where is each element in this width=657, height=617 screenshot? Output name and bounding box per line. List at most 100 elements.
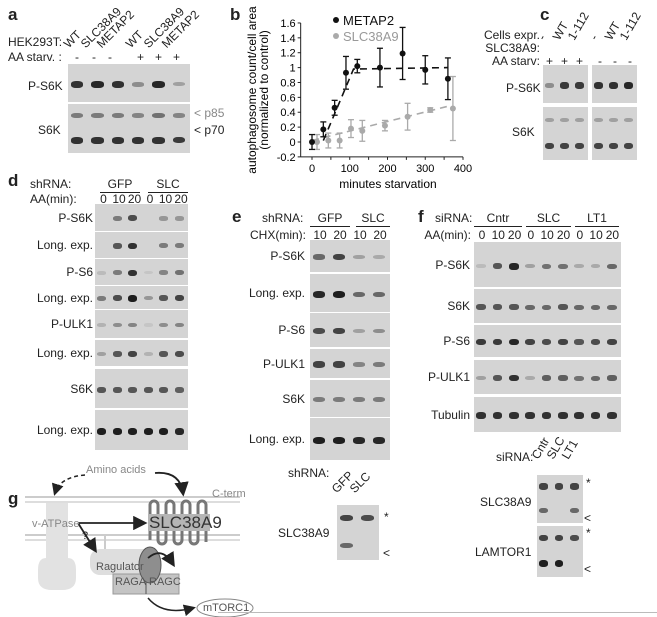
blot-band <box>624 82 633 89</box>
blot-row <box>95 310 188 338</box>
time-label: 20 <box>507 228 522 242</box>
blot-band <box>71 113 84 119</box>
panel-g-letter: g <box>8 489 19 508</box>
slc38a9-body <box>148 514 210 531</box>
blot-band <box>333 290 345 298</box>
blot-band <box>574 339 584 345</box>
blot-band <box>128 294 138 302</box>
blot-band <box>159 322 169 328</box>
x-tick-label: 300 <box>416 163 434 175</box>
blot-label: S6K <box>70 381 93 396</box>
blot-row <box>474 397 621 432</box>
blot-band <box>112 215 122 221</box>
blot-band <box>112 295 122 302</box>
x-axis-label: minutes starvation <box>339 177 436 191</box>
lamtor1-blot <box>537 526 583 577</box>
blot-band <box>112 350 122 357</box>
time-label: 0 <box>478 228 486 242</box>
blot-band <box>128 387 138 393</box>
blot-band <box>313 254 325 260</box>
time-label: 0 <box>576 228 584 242</box>
time-label: 20 <box>127 192 142 206</box>
y-tick-label: 0 <box>290 137 296 149</box>
blot-band <box>174 295 184 302</box>
data-point <box>444 75 451 82</box>
blot-band <box>476 412 486 420</box>
blot-band <box>607 412 617 420</box>
blot-band <box>558 375 568 381</box>
blot-band <box>313 361 325 368</box>
blot-band <box>607 263 617 269</box>
slc-label: SLC38A9: <box>485 41 540 55</box>
blot-band <box>541 339 552 346</box>
blot-band <box>333 397 345 403</box>
x-tick-label: 200 <box>378 163 396 175</box>
blot-band <box>525 264 535 269</box>
starv-sign: - <box>628 54 632 68</box>
blot-band <box>111 113 124 119</box>
blot-label: Tubulin <box>431 407 470 422</box>
blot-band <box>313 328 325 335</box>
blot-band <box>143 295 153 301</box>
time-label: 10 <box>313 228 327 242</box>
blot-band <box>373 291 385 298</box>
blot-band <box>607 375 617 381</box>
starv-sign: + <box>155 50 163 64</box>
blot-band <box>71 136 84 144</box>
blot-band <box>539 483 549 490</box>
blot-label: LAMTOR1 <box>475 545 532 559</box>
blot-band <box>159 216 169 221</box>
blot-row <box>95 340 188 366</box>
slc38a9-blot <box>537 475 583 523</box>
blot-band <box>560 82 569 89</box>
blot-band <box>112 242 122 249</box>
starv-sign: - <box>598 54 602 68</box>
blot-band <box>111 136 124 144</box>
group-label: SLC <box>361 211 385 225</box>
group-label: LT1 <box>587 211 607 225</box>
arrow <box>147 551 175 568</box>
data-point <box>404 113 411 120</box>
blot-band <box>132 113 145 119</box>
blot-band <box>91 81 104 88</box>
blot-band <box>128 322 138 328</box>
aa-min-label: AA(min): <box>30 192 77 206</box>
x-tick-label: 0 <box>309 163 315 175</box>
chx-label: CHX(min): <box>250 228 306 242</box>
blot-band <box>143 351 153 356</box>
starv-sign: - <box>613 54 617 68</box>
legend-label: METAP2 <box>343 13 394 28</box>
blot-band <box>143 323 153 327</box>
slc38a9-label: SLC38A9 <box>149 513 222 532</box>
blot-row <box>95 204 188 231</box>
blot-band <box>509 338 519 346</box>
arrow-marker: < <box>584 562 592 576</box>
starv-sign: + <box>137 50 145 64</box>
starv-sign: + <box>546 54 554 68</box>
blot-band <box>112 322 122 328</box>
blot-band <box>569 483 579 490</box>
time-label: 0 <box>527 228 535 242</box>
slc38a9-domain-ellipse <box>138 546 162 584</box>
group-underline <box>310 226 350 227</box>
blot-band <box>128 215 138 222</box>
shrna-label: shRNA: <box>288 466 330 480</box>
dashed-arrow <box>51 474 86 496</box>
blot-band <box>159 243 169 249</box>
cterm-label: C-term <box>212 488 246 500</box>
ragulator-label: Ragulator <box>96 561 144 573</box>
blot-label: P-S6 <box>443 334 470 348</box>
blot-band <box>112 270 122 276</box>
blot-band <box>575 117 584 122</box>
blot-band <box>476 264 486 269</box>
blot-band <box>574 264 584 269</box>
group-underline <box>575 226 619 227</box>
blot-label: P-S6 <box>66 265 93 279</box>
group-underline <box>474 226 522 227</box>
panel-e-letter: e <box>232 207 242 226</box>
blot-band <box>541 412 552 420</box>
blot-band <box>313 397 325 403</box>
blot-band <box>143 271 153 275</box>
data-point <box>325 137 332 144</box>
blot-band <box>128 269 138 277</box>
